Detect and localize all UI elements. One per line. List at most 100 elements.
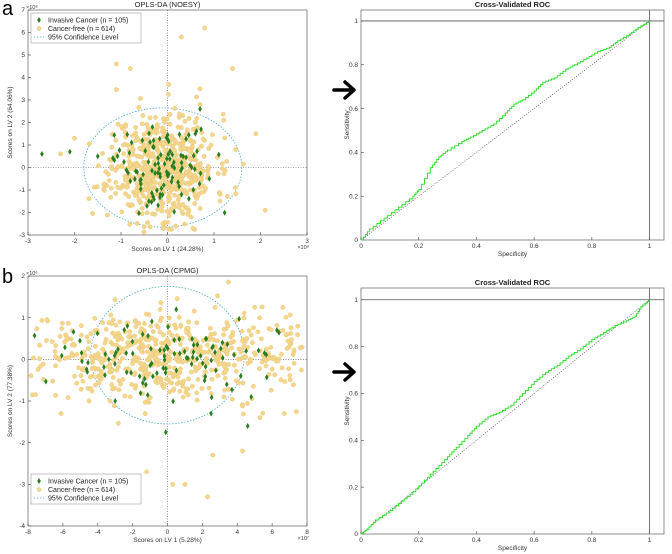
roc-curve xyxy=(361,299,651,535)
point-invasive xyxy=(158,171,162,178)
point-cancer-free xyxy=(230,66,235,71)
point-invasive xyxy=(148,362,152,369)
point-invasive xyxy=(145,202,149,209)
point-cancer-free xyxy=(141,229,147,235)
point-cancer-free xyxy=(168,349,174,355)
y-tick-label: -3 xyxy=(19,482,25,489)
point-invasive xyxy=(172,164,177,171)
point-cancer-free xyxy=(257,415,263,421)
point-cancer-free xyxy=(291,360,297,366)
point-cancer-free xyxy=(153,379,158,384)
point-cancer-free xyxy=(174,381,180,387)
y-tick-label: -1 xyxy=(19,398,25,405)
point-cancer-free xyxy=(295,323,301,329)
point-cancer-free xyxy=(103,326,109,332)
point-cancer-free xyxy=(217,190,222,195)
point-cancer-free xyxy=(161,332,166,337)
point-cancer-free xyxy=(164,185,170,191)
point-cancer-free xyxy=(225,194,230,199)
point-cancer-free xyxy=(145,220,150,225)
point-cancer-free xyxy=(215,293,220,299)
x-tick-label: -2 xyxy=(130,529,136,536)
point-cancer-free xyxy=(121,142,126,148)
point-invasive xyxy=(225,341,230,348)
point-invasive xyxy=(171,398,175,405)
point-cancer-free xyxy=(219,166,225,172)
point-cancer-free xyxy=(181,378,186,384)
point-cancer-free xyxy=(243,354,249,360)
point-cancer-free xyxy=(141,131,147,137)
point-cancer-free xyxy=(138,200,143,206)
point-cancer-free xyxy=(214,338,220,344)
point-cancer-free xyxy=(291,382,296,388)
point-invasive xyxy=(209,410,213,417)
y-tick-label: 0.8 xyxy=(349,62,358,69)
legend-marker-cancer-free xyxy=(36,26,42,31)
point-cancer-free xyxy=(217,198,223,204)
point-cancer-free xyxy=(140,193,146,199)
point-cancer-free xyxy=(180,394,186,400)
point-invasive xyxy=(155,370,159,377)
chart-title: Cross-Validated ROC xyxy=(475,0,551,9)
point-invasive xyxy=(219,345,223,352)
point-invasive xyxy=(264,351,269,358)
point-cancer-free xyxy=(144,469,149,475)
point-cancer-free xyxy=(76,365,82,371)
point-invasive xyxy=(158,194,162,201)
point-cancer-free xyxy=(91,184,97,190)
point-cancer-free xyxy=(287,312,293,318)
point-cancer-free xyxy=(139,206,145,211)
point-cancer-free xyxy=(194,397,200,403)
point-invasive xyxy=(147,198,151,205)
point-cancer-free xyxy=(92,315,98,321)
point-cancer-free xyxy=(53,363,58,369)
point-cancer-free xyxy=(173,356,179,362)
point-cancer-free xyxy=(118,381,123,387)
point-invasive xyxy=(78,337,82,344)
point-invasive xyxy=(144,381,148,388)
x-tick-label: 2 xyxy=(259,238,263,245)
point-cancer-free xyxy=(275,358,281,364)
point-cancer-free xyxy=(139,154,145,160)
point-cancer-free xyxy=(240,380,246,386)
point-cancer-free xyxy=(172,192,177,198)
point-invasive xyxy=(59,352,64,359)
point-cancer-free xyxy=(166,82,172,87)
point-cancer-free xyxy=(153,342,159,347)
point-cancer-free xyxy=(178,366,183,372)
point-cancer-free xyxy=(229,345,235,351)
point-invasive xyxy=(160,191,165,198)
x-tick-label: -6 xyxy=(60,529,66,536)
point-cancer-free xyxy=(107,157,112,162)
point-invasive xyxy=(168,155,172,162)
point-cancer-free xyxy=(147,357,153,363)
x-tick-label: 0.4 xyxy=(472,537,481,544)
point-cancer-free xyxy=(113,167,119,173)
point-cancer-free xyxy=(179,34,184,40)
point-cancer-free xyxy=(59,320,65,326)
point-cancer-free xyxy=(221,326,227,332)
legend-entry: Invasive Cancer (n = 105) xyxy=(48,17,128,24)
point-cancer-free xyxy=(179,359,185,365)
point-invasive xyxy=(134,168,138,175)
panel-label-b: b xyxy=(2,266,13,288)
point-cancer-free xyxy=(167,315,172,321)
point-cancer-free xyxy=(134,221,140,226)
x-tick-label: 0.8 xyxy=(587,243,596,250)
legend-entry: Cancer-free (n = 614) xyxy=(48,487,115,494)
point-cancer-free xyxy=(167,122,173,127)
point-cancer-free xyxy=(105,212,110,218)
point-invasive xyxy=(129,139,134,146)
point-cancer-free xyxy=(167,112,173,117)
point-cancer-free xyxy=(157,329,163,335)
point-invasive xyxy=(179,159,184,166)
point-cancer-free xyxy=(171,200,177,206)
y-axis-label: Sensitivity xyxy=(344,110,351,140)
point-cancer-free xyxy=(28,373,34,379)
point-cancer-free xyxy=(108,194,113,200)
point-cancer-free xyxy=(176,315,182,320)
point-cancer-free xyxy=(150,211,155,217)
point-invasive xyxy=(156,202,160,209)
point-cancer-free xyxy=(87,374,93,380)
point-cancer-free xyxy=(138,165,144,171)
